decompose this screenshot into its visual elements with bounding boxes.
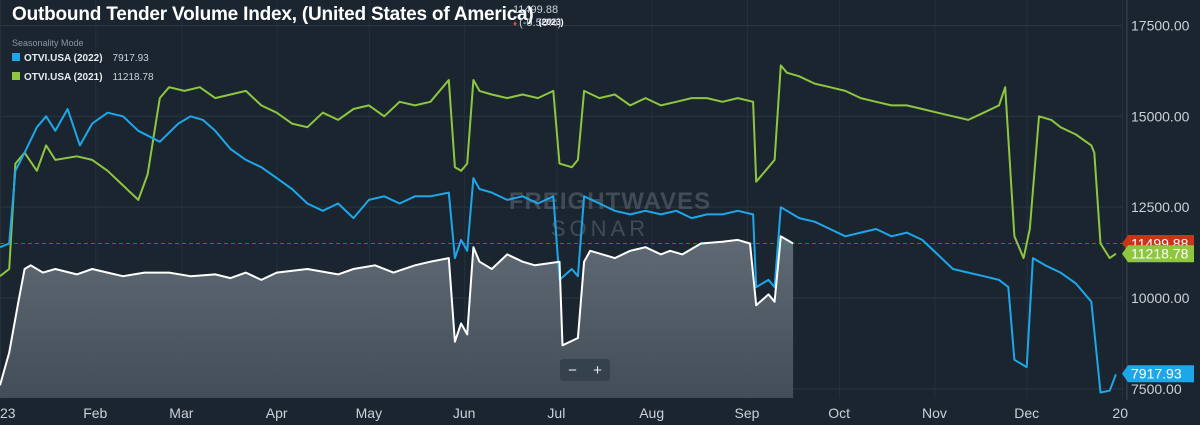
series-line-OTVI.USA (2021) xyxy=(0,64,1117,277)
legend-item-2021[interactable]: OTVI.USA (2021) 11218.78 xyxy=(12,72,154,83)
y-tick-label: 15000.00 xyxy=(1131,108,1190,124)
legend-item-2022[interactable]: OTVI.USA (2022) 7917.93 xyxy=(12,53,149,64)
page-title: Outbound Tender Volume Index, (United St… xyxy=(12,4,564,27)
watermark-sonar-text: SONAR xyxy=(551,216,649,241)
x-tick-label: Oct xyxy=(828,405,850,421)
change-badge: ♦ (-0.56%) xyxy=(513,17,562,29)
series-line-OTVI.USA (2023) xyxy=(0,235,794,386)
zoom-controls: − + xyxy=(560,359,610,381)
x-tick-label: Nov xyxy=(922,405,947,421)
x-tick-label: Apr xyxy=(266,405,288,421)
legend-swatch xyxy=(12,53,20,61)
x-tick-label: Feb xyxy=(83,405,107,421)
x-tick-label: Dec xyxy=(1014,405,1039,421)
end-value-flag xyxy=(1122,245,1194,263)
seasonality-mode-label: Seasonality Mode xyxy=(12,38,84,48)
zoom-in-button[interactable]: + xyxy=(593,361,602,379)
current-value: 11499.88 xyxy=(513,4,559,16)
y-tick-label: 10000.00 xyxy=(1131,290,1190,306)
down-arrow-icon: ♦ xyxy=(513,19,518,28)
x-tick-label: 23 xyxy=(0,405,16,421)
zoom-out-button[interactable]: − xyxy=(568,361,577,379)
x-tick-label: May xyxy=(356,405,382,421)
x-tick-label: 20 xyxy=(1112,405,1128,421)
series-area-OTVI.USA (2023) xyxy=(0,236,794,398)
y-tick-label: 7500.00 xyxy=(1131,381,1182,397)
end-value-label: 7917.93 xyxy=(1131,366,1182,382)
end-value-flag xyxy=(1122,365,1194,383)
x-tick-label: Aug xyxy=(639,405,664,421)
y-tick-label: 12500.00 xyxy=(1131,199,1190,215)
end-value-label: 11218.78 xyxy=(1131,246,1189,262)
x-tick-label: Mar xyxy=(169,405,193,421)
x-tick-label: Jun xyxy=(453,405,476,421)
x-tick-label: Jul xyxy=(547,405,565,421)
x-tick-label: Sep xyxy=(735,405,760,421)
y-tick-label: 17500.00 xyxy=(1131,17,1190,33)
legend-swatch xyxy=(12,72,20,80)
series-line-OTVI.USA (2022) xyxy=(0,108,1117,394)
watermark-logo-text: FREIGHTWAVES xyxy=(509,188,711,215)
